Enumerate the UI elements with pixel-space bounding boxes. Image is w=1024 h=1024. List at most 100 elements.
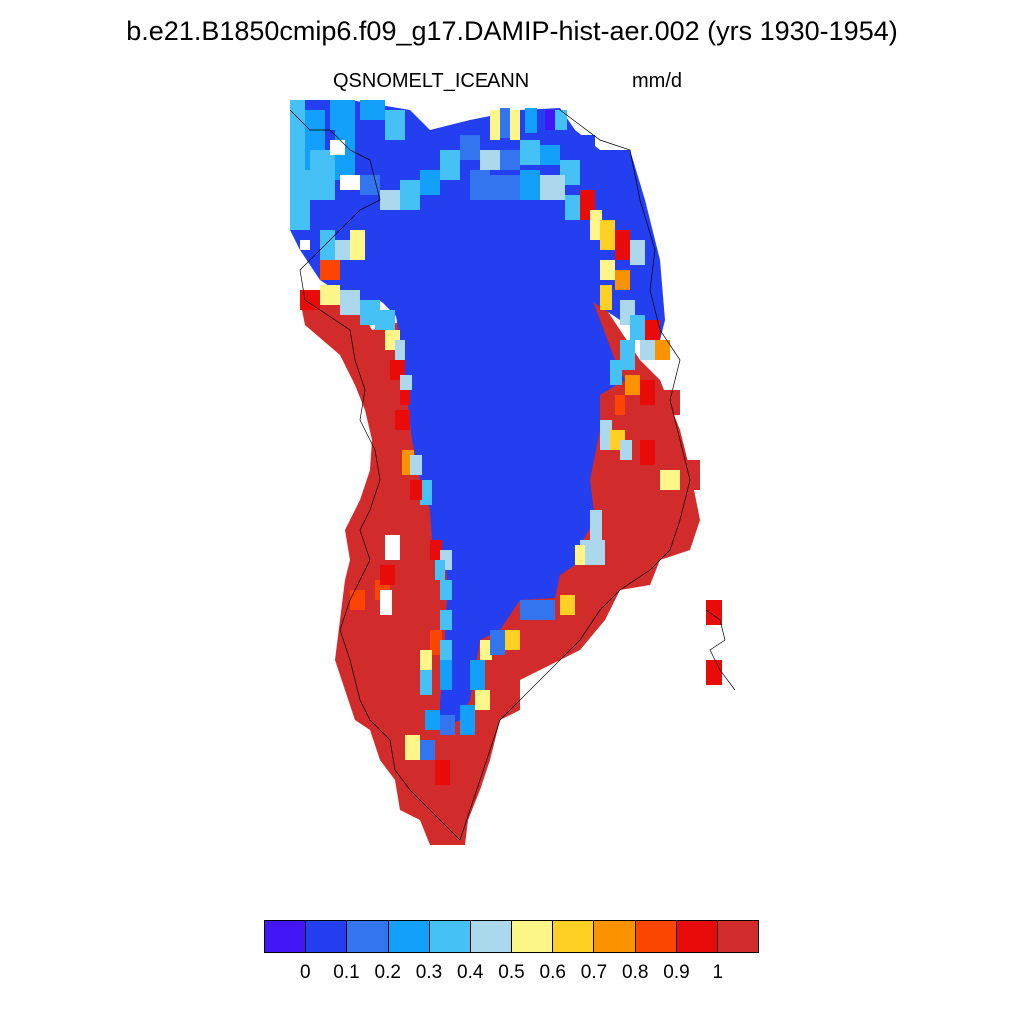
grid-cell: [615, 395, 625, 415]
grid-cell: [440, 610, 452, 630]
colorbar-tick-label: 0.5: [498, 962, 525, 983]
grid-cell: [706, 660, 722, 685]
colorbar-swatch: [553, 921, 595, 952]
grid-cell: [640, 340, 655, 360]
grid-cell: [405, 735, 420, 760]
grid-cell: [375, 310, 395, 330]
colorbar-tick-label: 0.3: [415, 962, 443, 983]
grid-cell: [410, 455, 422, 475]
colorbar-swatch: [347, 921, 389, 952]
grid-cell: [620, 440, 632, 460]
grid-cell: [590, 210, 602, 240]
grid-cell: [600, 260, 615, 280]
grid-cell: [600, 420, 612, 450]
grid-cell: [470, 660, 485, 690]
grid-cell: [610, 360, 622, 385]
grid-cell: [420, 670, 432, 695]
grid-cell: [440, 715, 455, 735]
grid-cell: [640, 440, 655, 465]
colorbar: [264, 920, 759, 953]
colorbar-swatch: [306, 921, 348, 952]
grid-cell: [680, 460, 700, 490]
colorbar-tick-label: 0.1: [333, 962, 360, 983]
grid-cell: [320, 260, 340, 280]
grid-cell: [620, 340, 635, 370]
grid-cell: [540, 175, 565, 200]
grid-cell: [420, 170, 440, 195]
grid-cell: [360, 100, 385, 120]
grid-cell: [340, 290, 360, 315]
grid-cell: [400, 180, 420, 210]
grid-cell: [645, 320, 660, 340]
colorbar-tick-label: 1: [712, 962, 724, 983]
grid-cell: [520, 170, 540, 200]
grid-cell: [290, 100, 305, 170]
grid-cell: [420, 650, 432, 675]
grid-cell: [660, 470, 680, 490]
grid-cell: [380, 565, 395, 585]
grid-cell: [545, 110, 555, 130]
grid-cell: [600, 220, 615, 250]
grid-cell: [600, 285, 612, 310]
grid-cell: [505, 630, 520, 650]
grid-cell: [425, 710, 440, 730]
colorbar-swatch: [676, 921, 718, 952]
grid-cell: [320, 285, 340, 305]
colorbar-swatch: [265, 921, 307, 952]
grid-cell: [655, 340, 670, 360]
colorbar-swatch: [429, 921, 471, 952]
colorbar-tick-label: 0.6: [539, 962, 566, 983]
colorbar-tick-label: 0.9: [663, 962, 690, 983]
grid-cell: [480, 150, 500, 170]
units-label: mm/d: [632, 70, 682, 92]
grid-cell: [430, 540, 442, 560]
grid-cell: [575, 135, 595, 155]
grid-cell: [400, 375, 412, 390]
grid-cell: [420, 480, 432, 505]
grid-cell: [520, 140, 540, 165]
grid-cell: [300, 240, 310, 250]
grid-cell: [615, 230, 630, 260]
grid-cell: [460, 705, 475, 735]
grid-cell: [500, 108, 510, 138]
grid-cell: [480, 640, 492, 660]
grid-cell: [555, 110, 567, 130]
grid-cell: [630, 315, 645, 340]
coastline-segment: [705, 609, 736, 691]
colorbar-tick-label: 0.4: [457, 962, 484, 983]
colorbar-swatch: [388, 921, 430, 952]
coastline-segment: [459, 109, 691, 841]
grid-cell: [520, 600, 555, 620]
grid-cell: [420, 740, 435, 760]
season-label: ANN: [487, 70, 530, 92]
grid-cell: [490, 175, 520, 200]
grid-cell: [435, 560, 445, 580]
map-grid-cells: [290, 100, 722, 845]
grid-cell: [350, 590, 365, 610]
grid-cell: [300, 290, 320, 310]
grid-cell: [575, 545, 585, 565]
grid-region: [360, 195, 625, 730]
grid-cell: [380, 590, 392, 615]
grid-cell: [430, 630, 442, 655]
grid-cell: [460, 135, 480, 160]
colorbar-tick-label: 0.2: [374, 962, 401, 983]
plot-title: b.e21.B1850cmip6.f09_g17.DAMIP-hist-aer.…: [126, 16, 898, 46]
grid-cell: [490, 110, 500, 140]
grid-cell: [660, 390, 680, 415]
greenland-melt-map: [289, 100, 736, 845]
grid-cell: [475, 690, 490, 710]
grid-cell: [560, 595, 575, 615]
grid-cell: [625, 375, 640, 395]
grid-cell: [490, 630, 505, 655]
grid-cell: [650, 490, 670, 515]
grid-cell: [410, 480, 422, 500]
colorbar-tick-label: 0.7: [580, 962, 608, 983]
grid-cell: [290, 170, 310, 230]
grid-cell: [395, 410, 410, 430]
grid-cell: [440, 150, 460, 180]
grid-cell: [385, 110, 405, 140]
grid-cell: [640, 380, 655, 405]
grid-cell: [350, 230, 365, 260]
grid-cell: [630, 240, 645, 265]
